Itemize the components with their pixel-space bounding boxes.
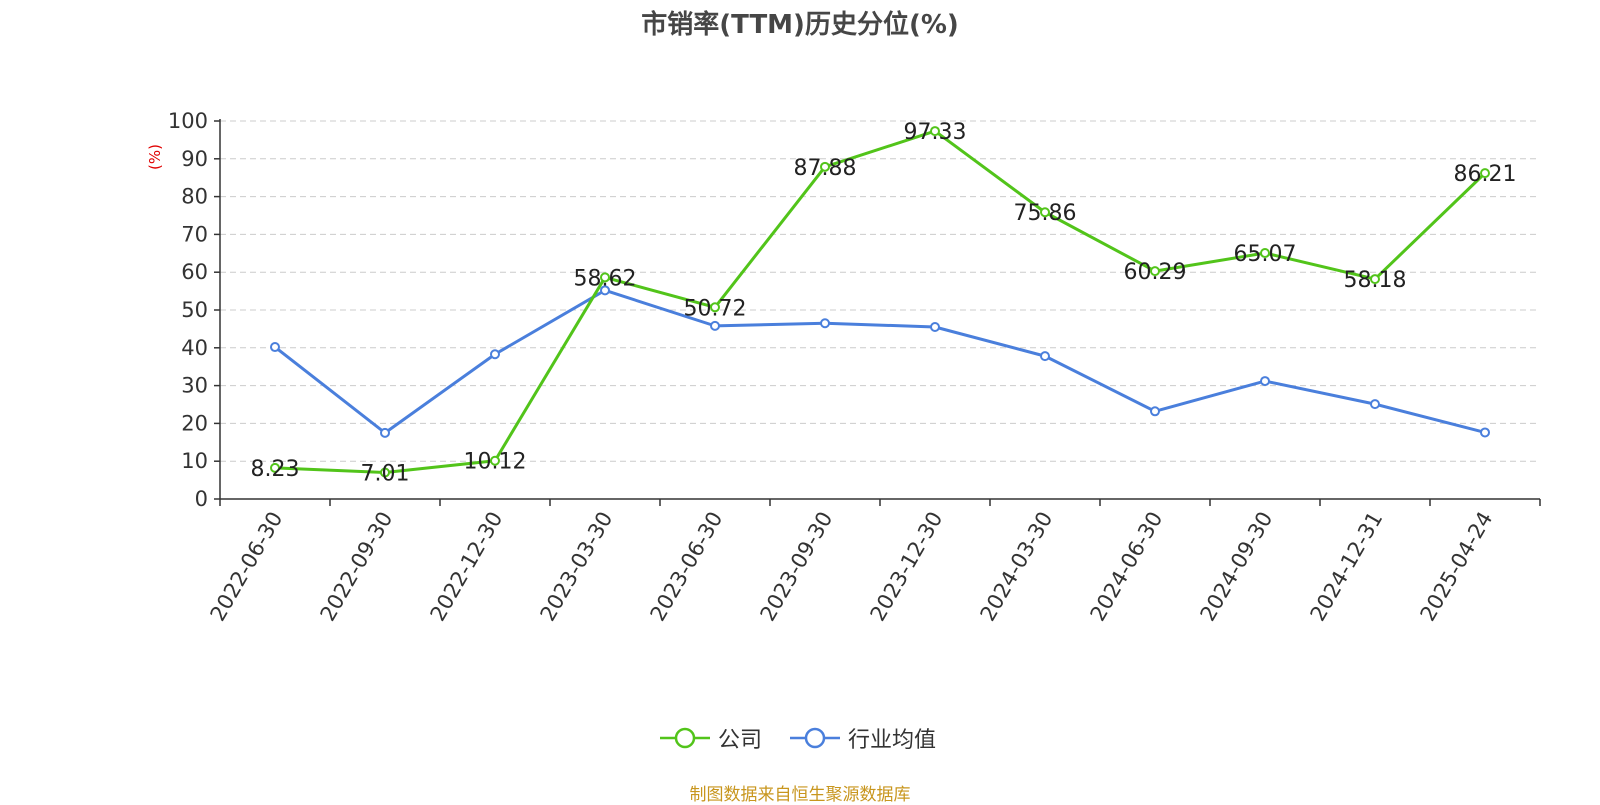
data-point[interactable] (600, 285, 610, 296)
data-point[interactable] (1480, 427, 1490, 438)
data-label: 65.07 (1234, 242, 1297, 267)
x-tick-label: 2024-12-31 (1306, 508, 1388, 626)
data-point[interactable] (930, 322, 940, 333)
y-tick-label: 0 (195, 487, 208, 511)
data-point[interactable] (710, 320, 720, 331)
legend-label-company: 公司 (718, 728, 763, 753)
data-point[interactable] (490, 455, 500, 466)
data-label: 58.62 (574, 266, 637, 291)
data-point[interactable] (490, 349, 500, 360)
y-tick-label: 70 (181, 222, 208, 246)
data-label: 50.72 (684, 296, 747, 321)
series-line-industry-average (274, 288, 1486, 435)
legend-item-company[interactable]: 公司 (660, 722, 762, 754)
data-label: 58.18 (1344, 268, 1407, 293)
data-label: 7.01 (361, 462, 410, 487)
x-tick-label: 2022-06-30 (206, 508, 288, 626)
data-point[interactable] (1260, 248, 1270, 259)
data-label: 97.33 (904, 120, 967, 145)
data-label: 87.88 (794, 156, 857, 181)
data-point[interactable] (1480, 168, 1490, 179)
x-tick-label: 2023-12-30 (866, 508, 948, 626)
x-tick-label: 2023-03-30 (536, 508, 618, 626)
y-tick-label: 20 (181, 411, 208, 435)
chart-title: 市销率(TTM)历史分位(%) (641, 10, 959, 40)
data-label: 60.29 (1124, 260, 1187, 285)
data-point[interactable] (1370, 399, 1380, 410)
x-tick-label: 2022-09-30 (316, 508, 398, 626)
y-tick-label: 50 (181, 298, 208, 322)
x-tick-label: 2024-03-30 (976, 508, 1058, 626)
axes: 0 10 20 30 40 50 60 70 80 90 100 2022-06-30 2022-09-… (168, 109, 1541, 626)
y-axis-label: (%) (146, 144, 164, 170)
data-label: 75.86 (1014, 201, 1077, 226)
x-tick-label: 2023-06-30 (646, 508, 728, 626)
source-note: 制图数据来自恒生聚源数据库 (689, 785, 911, 805)
data-point[interactable] (1260, 376, 1270, 387)
gridlines (220, 120, 1540, 462)
x-tick-label: 2024-06-30 (1086, 508, 1168, 626)
data-point[interactable] (270, 462, 280, 473)
y-tick-label: 60 (181, 260, 208, 284)
y-tick-label: 40 (181, 336, 208, 360)
data-point[interactable] (820, 318, 830, 329)
y-tick-label: 100 (168, 109, 208, 133)
y-tick-label: 30 (181, 374, 208, 398)
legend-item-industry-average[interactable]: 行业均值 (790, 722, 936, 754)
data-point[interactable] (1150, 406, 1160, 417)
series-line-company (274, 129, 1487, 475)
legend-line-marker-icon (660, 727, 710, 749)
x-tick-label: 2025-04-24 (1416, 508, 1498, 626)
data-point[interactable] (1040, 207, 1050, 218)
x-tick-label: 2024-09-30 (1196, 508, 1278, 626)
y-tick-label: 10 (181, 449, 208, 473)
data-point[interactable] (820, 161, 830, 172)
data-point[interactable] (380, 467, 390, 478)
data-point[interactable] (930, 126, 940, 137)
data-label: 8.23 (251, 457, 300, 482)
y-tick-label: 90 (181, 147, 208, 171)
data-point[interactable] (380, 427, 390, 438)
data-point[interactable] (600, 272, 610, 283)
data-point[interactable] (1040, 351, 1050, 362)
data-point[interactable] (1150, 266, 1160, 277)
x-tick-label: 2023-09-30 (756, 508, 838, 626)
legend-label-industry-average: 行业均值 (848, 728, 937, 753)
series (270, 126, 1490, 478)
x-tick-label: 2022-12-30 (426, 508, 508, 626)
legend-line-marker-icon (790, 727, 840, 749)
data-labels: 8.23 7.01 10.12 58.62 50.72 87.88 97.33 75.86 60… (251, 120, 1517, 486)
data-point[interactable] (710, 302, 720, 313)
y-tick-label: 80 (181, 185, 208, 209)
data-point[interactable] (1370, 274, 1380, 285)
data-label: 86.21 (1454, 162, 1517, 187)
data-label: 10.12 (464, 450, 527, 475)
data-point[interactable] (270, 342, 280, 353)
